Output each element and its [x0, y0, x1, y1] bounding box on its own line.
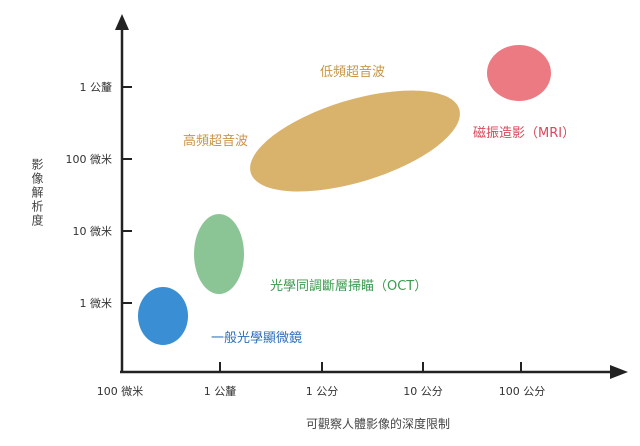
x-tick-label: 100 微米	[97, 384, 144, 398]
label-hf-ultrasound: 高頻超音波	[183, 133, 248, 149]
label-microscope: 一般光學顯微鏡	[211, 330, 302, 346]
region-mri	[487, 45, 551, 101]
y-tick-label: 100 微米	[66, 152, 113, 166]
region-microscope	[138, 287, 188, 345]
axes	[115, 14, 628, 379]
x-tick-label: 1 公分	[306, 385, 339, 398]
y-tick-label: 1 微米	[80, 296, 113, 310]
label-mri: 磁振造影（MRI）	[473, 126, 575, 141]
label-oct: 光學同調斷層掃瞄（OCT）	[270, 278, 427, 294]
region-oct	[194, 214, 244, 294]
x-tick-label: 100 公分	[499, 385, 546, 398]
label-lf-ultrasound: 低頻超音波	[320, 64, 385, 80]
x-tick-label: 1 公釐	[204, 384, 237, 398]
x-tick-label: 10 公分	[403, 385, 443, 398]
y-tick-label: 10 微米	[73, 224, 113, 238]
region-ultrasound	[250, 90, 460, 192]
x-axis-arrow	[610, 365, 628, 379]
y-tick-label: 1 公釐	[80, 80, 113, 94]
y-axis-arrow	[115, 14, 129, 30]
x-axis-title: 可觀察人體影像的深度限制	[306, 416, 450, 431]
y-axis-title: 影像解析度	[30, 158, 44, 228]
